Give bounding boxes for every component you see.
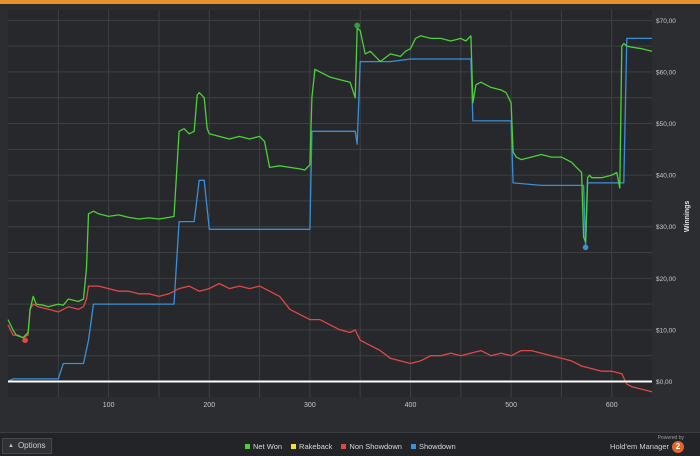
x-tick-label: 300	[304, 402, 316, 409]
x-tick-label: 100	[103, 402, 115, 409]
y-tick-label: $30,00	[656, 224, 676, 231]
winnings-chart-area: 100 200 300 400 500 600 $0,00 $10,00 $20,00 $30,0…	[0, 4, 700, 423]
y-tick-label: $40,00	[656, 173, 676, 180]
x-tick-label: 500	[505, 402, 517, 409]
legend-label-non-showdown: Non Showdown	[349, 441, 402, 451]
brand-block: Powered by Hold'em Manager 2	[610, 435, 684, 453]
brand-name: Hold'em Manager	[610, 442, 669, 451]
marker-showdown	[582, 244, 589, 251]
legend-item-net-won[interactable]: Net Won	[245, 440, 282, 452]
y-tick-label: $60,00	[656, 69, 676, 76]
powered-by-text: Powered by	[657, 435, 684, 441]
legend-label-rakeback: Rakeback	[299, 441, 333, 451]
y-tick-label: $10,00	[656, 327, 676, 334]
legend-item-non-showdown[interactable]: Non Showdown	[341, 440, 402, 452]
series-line-net-won	[7, 27, 653, 339]
legend-swatch-net-won	[245, 443, 250, 449]
y-tick-label: $50,00	[656, 121, 676, 128]
legend-swatch-non-showdown	[341, 443, 347, 449]
bottom-toolbar: ▲ Options Net Won Rakeback Non Showdown …	[0, 432, 700, 456]
legend-swatch-rakeback	[291, 443, 297, 449]
options-button[interactable]: ▲ Options	[2, 438, 52, 454]
holdem-manager-logo-icon: 2	[672, 441, 684, 453]
marker-net-won	[354, 22, 360, 29]
winnings-chart: 100 200 300 400 500 600 $0,00 $10,00 $20,00 $30,0…	[7, 10, 691, 423]
caret-up-icon: ▲	[8, 443, 14, 449]
legend-item-rakeback[interactable]: Rakeback	[291, 440, 332, 452]
y-axis-label: Winnings	[684, 201, 691, 233]
top-accent-bar	[0, 0, 700, 4]
y-tick-label: $20,00	[656, 276, 676, 283]
brand-name-row: Hold'em Manager 2	[610, 441, 684, 453]
x-tick-label: 400	[405, 402, 417, 409]
plot-background	[8, 10, 652, 397]
y-tick-label: $0,00	[656, 379, 673, 386]
marker-non-showdown	[22, 337, 28, 344]
legend-label-net-won: Net Won	[253, 441, 283, 451]
x-tick-label: 200	[203, 402, 215, 409]
x-tick-label: 600	[606, 402, 618, 409]
legend-item-showdown[interactable]: Showdown	[410, 440, 456, 452]
legend-swatch-showdown	[410, 443, 416, 449]
legend-label-showdown: Showdown	[418, 441, 456, 451]
options-label: Options	[17, 441, 46, 450]
y-tick-label: $70,00	[656, 18, 676, 25]
chart-legend: Net Won Rakeback Non Showdown Showdown	[245, 440, 456, 452]
series-line-non-showdown	[7, 282, 653, 393]
series-line-showdown	[7, 37, 652, 383]
